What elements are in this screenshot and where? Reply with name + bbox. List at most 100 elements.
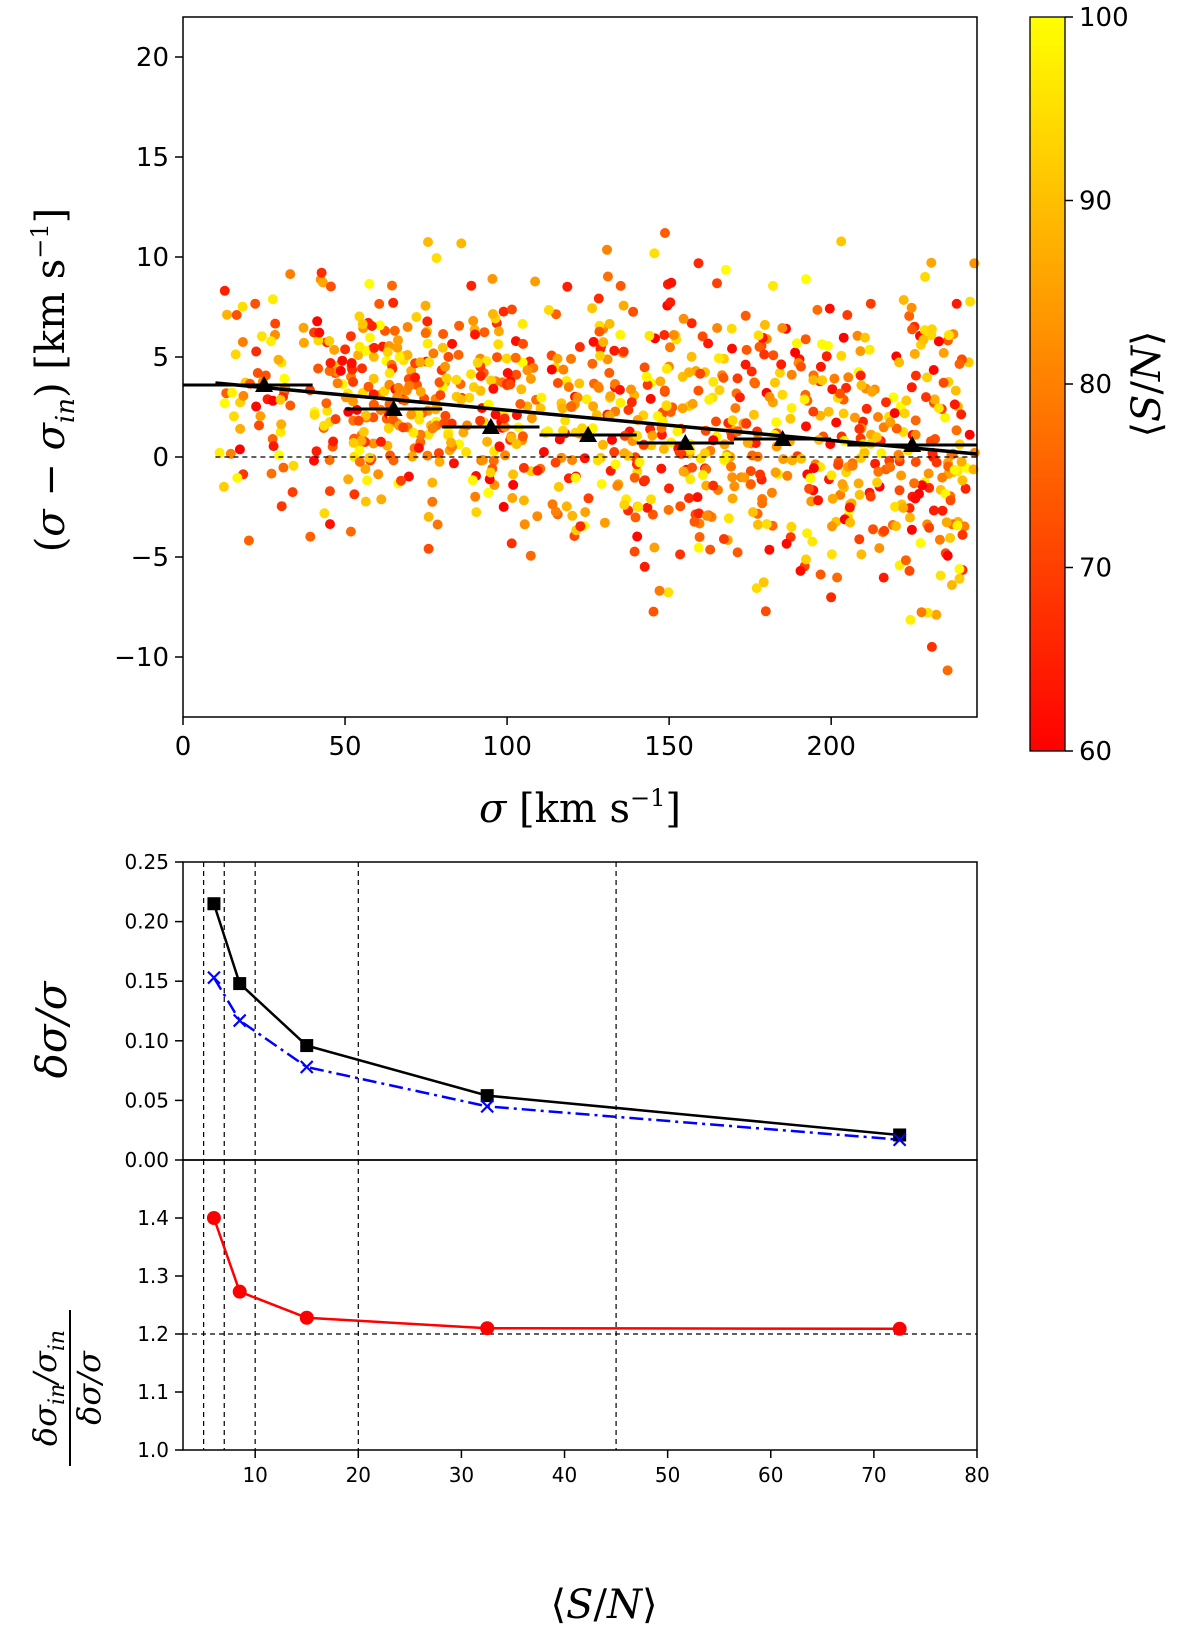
- scatter-point: [354, 445, 365, 455]
- scatter-point: [274, 450, 285, 461]
- scatter-point: [832, 572, 843, 583]
- scatter-point: [726, 323, 737, 334]
- error-ratio-x-ticks: 10 20 30 40 50 60 70 80: [242, 1450, 990, 1487]
- predicted-error-line: [212, 976, 900, 1141]
- scatter-point: [766, 487, 777, 498]
- scatter-point: [493, 326, 504, 337]
- scatter-point: [879, 525, 890, 536]
- scatter-point: [644, 330, 655, 341]
- scatter-point: [901, 395, 912, 406]
- scatter-point: [815, 361, 826, 372]
- scatter-point: [218, 481, 229, 492]
- scatter-point: [865, 491, 876, 502]
- scatter-point: [387, 280, 397, 291]
- scatter-point: [415, 357, 426, 368]
- scatter-point: [298, 337, 309, 348]
- scatter-point: [219, 398, 230, 409]
- scatter-point: [255, 411, 266, 422]
- scatter-point: [408, 427, 419, 438]
- scatter-point: [933, 336, 944, 347]
- scatter-point: [345, 526, 356, 537]
- scatter-point: [551, 309, 562, 320]
- scatter-point: [826, 549, 837, 560]
- scatter-point: [526, 413, 537, 424]
- fit-line: [215, 381, 978, 456]
- scatter-point: [871, 432, 882, 443]
- scatter-point: [324, 486, 335, 497]
- observed-error-line: [212, 903, 900, 1137]
- scatter-point: [309, 409, 320, 420]
- scatter-point: [366, 321, 377, 331]
- x-marker: [892, 1132, 907, 1147]
- scatter-point: [751, 583, 762, 594]
- scatter-point: [740, 359, 751, 370]
- scatter-point: [922, 372, 933, 383]
- scatter-point: [934, 534, 945, 545]
- scatter-point: [448, 458, 459, 469]
- scatter-point: [468, 315, 479, 326]
- scatter-point: [646, 494, 656, 505]
- scatter-point: [649, 248, 660, 259]
- scatter-point: [835, 388, 845, 399]
- scatter-point: [632, 531, 643, 542]
- scatter-point: [319, 508, 330, 519]
- scatter-point: [298, 322, 309, 333]
- scatter-point: [864, 344, 875, 355]
- scatter-point: [354, 456, 365, 467]
- relative-error-y-label: δσ/σ: [27, 980, 76, 1078]
- scatter-point: [466, 369, 476, 380]
- scatter-point: [309, 455, 319, 466]
- scatter-point: [647, 509, 658, 520]
- error-ratio-series: [206, 1211, 907, 1336]
- scatter-point: [230, 349, 241, 360]
- scatter-point: [553, 481, 564, 492]
- scatter-point: [383, 423, 394, 434]
- error-ratio-y-label: δσin/σin δσ/σ: [26, 1310, 108, 1466]
- scatter-point: [795, 565, 806, 576]
- scatter-point: [906, 302, 917, 313]
- scatter-point: [666, 277, 677, 288]
- scatter-point: [440, 410, 451, 421]
- scatter-point: [402, 322, 413, 332]
- scatter-point: [505, 379, 516, 390]
- scatter-point: [618, 346, 629, 357]
- scatter-point: [796, 361, 806, 372]
- scatter-point: [867, 386, 877, 397]
- scatter-point: [954, 564, 965, 574]
- scatter-point: [214, 447, 225, 458]
- scatter-point: [250, 298, 261, 309]
- scatter-point: [612, 480, 623, 491]
- scatter-point: [833, 460, 844, 470]
- scatter-point: [747, 450, 758, 461]
- scatter-point: [821, 351, 832, 362]
- scatter-point: [923, 468, 934, 479]
- scatter-point: [420, 300, 431, 311]
- x-tick-label: 60: [758, 1463, 783, 1487]
- scatter-point: [778, 454, 789, 465]
- scatter-point: [943, 330, 954, 341]
- scatter-point: [321, 398, 332, 409]
- scatter-point: [288, 460, 299, 471]
- scatter-point: [968, 464, 979, 475]
- scatter-point: [506, 304, 517, 315]
- x-tick-label: 50: [328, 732, 361, 762]
- scatter-point: [440, 361, 451, 372]
- scatter-point: [776, 359, 787, 370]
- scatter-point: [348, 437, 359, 448]
- scatter-point: [441, 373, 452, 384]
- scatter-point: [754, 341, 765, 352]
- scatter-point: [928, 365, 939, 375]
- scatter-point: [598, 337, 609, 348]
- scatter-point: [360, 410, 371, 421]
- scatter-point: [817, 375, 828, 386]
- scatter-point: [855, 453, 866, 463]
- scatter-point: [543, 305, 554, 315]
- y-tick-label: −5: [131, 543, 169, 573]
- scatter-point: [697, 470, 708, 480]
- scatter-point: [237, 301, 248, 312]
- scatter-point: [422, 316, 433, 327]
- scatter-point: [931, 457, 942, 468]
- colorbar-tick-label: 70: [1079, 554, 1112, 584]
- scatter-point: [267, 294, 278, 305]
- error-ratio-axes-frame: [182, 1159, 978, 1451]
